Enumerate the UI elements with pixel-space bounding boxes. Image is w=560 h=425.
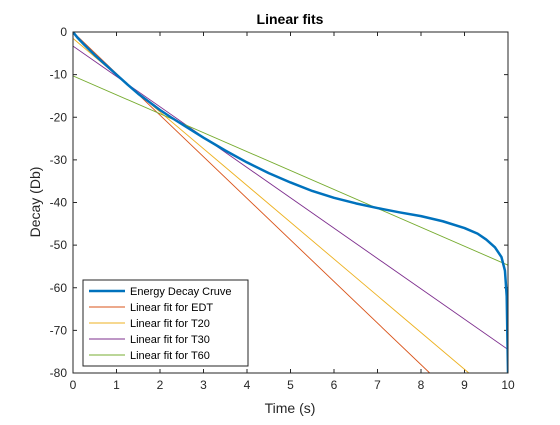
y-tick-label: -70 (50, 323, 68, 337)
x-tick-label: 3 (200, 378, 207, 392)
y-tick-label: 0 (60, 25, 67, 39)
x-tick-label: 5 (287, 378, 294, 392)
axes-box (72, 31, 509, 374)
y-axis-label: Decay (Db) (27, 167, 43, 238)
y-tick-label: -10 (50, 68, 68, 82)
legend-label: Energy Decay Cruve (130, 286, 232, 298)
axis-ticks: 0 1 2 3 4 5 6 7 8 9 10 0 -10 -20 -30 -40 -50 -60 -70 -80 (50, 25, 515, 392)
x-tick-label: 1 (113, 378, 120, 392)
x-tick-label: 8 (418, 378, 425, 392)
chart-title: Linear fits (257, 11, 324, 27)
legend-label: Linear fit for EDT (130, 302, 213, 314)
y-tick-label: -60 (50, 281, 68, 295)
y-tick-label: -50 (50, 238, 68, 252)
series-layer (73, 32, 508, 373)
y-tick-label: -20 (50, 110, 68, 124)
y-tick-label: -30 (50, 153, 68, 167)
legend-label: Linear fit for T20 (130, 318, 210, 330)
legend: Energy Decay Cruve Linear fit for EDT Line… (82, 279, 249, 367)
x-tick-label: 4 (244, 378, 251, 392)
series-line-linear-fit-for-t30 (73, 45, 508, 350)
series-line-linear-fit-for-t60 (73, 75, 508, 266)
x-tick-label: 6 (331, 378, 338, 392)
legend-label: Linear fit for T60 (130, 350, 210, 362)
x-tick-label: 7 (374, 378, 381, 392)
x-tick-label: 10 (501, 378, 515, 392)
x-tick-label: 0 (70, 378, 77, 392)
x-tick-label: 2 (157, 378, 164, 392)
series-line-energy-decay-cruve (73, 32, 508, 373)
x-axis-label: Time (s) (265, 400, 316, 416)
legend-label: Linear fit for T30 (130, 334, 210, 346)
x-tick-label: 9 (461, 378, 468, 392)
y-tick-label: -80 (50, 366, 68, 380)
y-tick-label: -40 (50, 196, 68, 210)
